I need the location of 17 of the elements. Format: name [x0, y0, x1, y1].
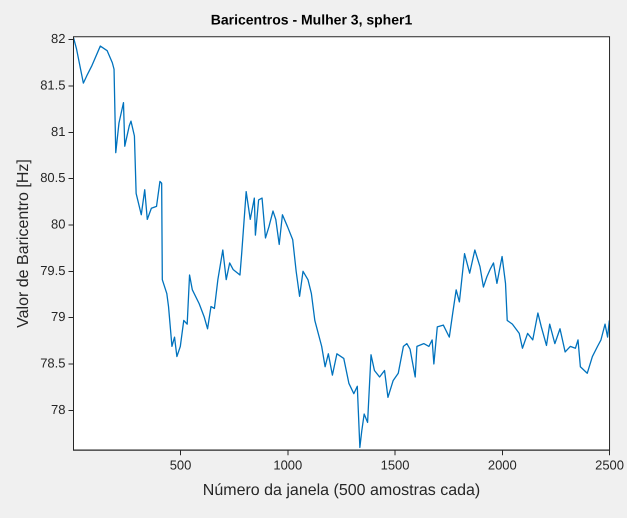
y-tick-label: 78.5	[40, 356, 66, 371]
y-tick-label: 79	[51, 309, 66, 324]
y-tick-label: 78	[51, 402, 66, 417]
x-axis-title: Número da janela (500 amostras cada)	[202, 482, 480, 499]
y-tick-label: 79.5	[40, 262, 66, 278]
x-tick-label: 1500	[380, 458, 410, 473]
y-tick-label: 80.5	[40, 170, 66, 186]
x-tick-label: 1000	[273, 458, 302, 473]
y-tick-label: 82	[51, 31, 66, 46]
x-tick-label: 2500	[595, 458, 624, 473]
y-tick-label: 81	[51, 124, 66, 139]
y-axis-title: Valor de Baricentro [Hz]	[15, 159, 32, 328]
y-tick-label: 81.5	[40, 78, 66, 93]
x-tick-label: 2000	[488, 458, 517, 473]
x-tick-label: 500	[170, 458, 192, 473]
y-tick-label: 80	[51, 216, 66, 232]
chart-title: Baricentros - Mulher 3, spher1	[210, 11, 412, 28]
